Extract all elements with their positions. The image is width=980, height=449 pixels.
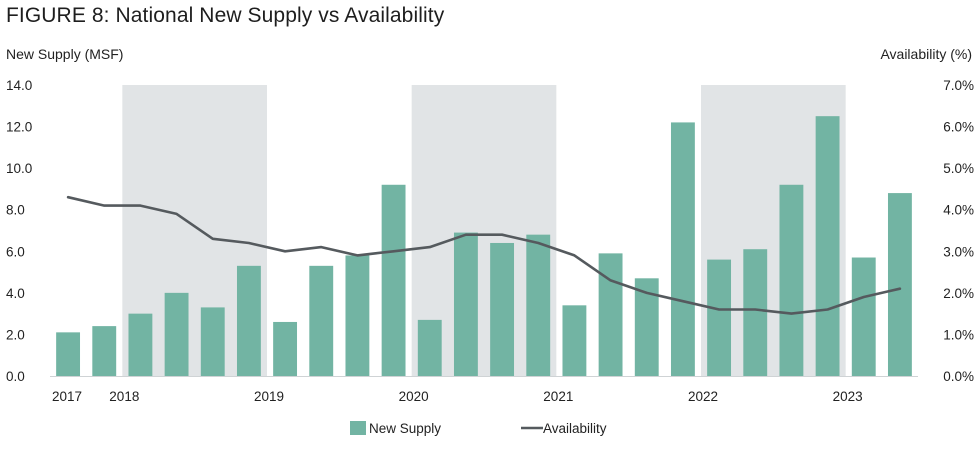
y-left-tick-label: 2.0	[6, 327, 25, 342]
y-right-tick-label: 0.0%	[943, 369, 974, 384]
bar-new-supply-4	[200, 307, 225, 376]
y-left-tick-label: 0.0	[6, 369, 25, 384]
bar-new-supply-14	[562, 305, 587, 376]
y-left-tick-label: 6.0	[6, 244, 25, 259]
y-left-tick-label: 4.0	[6, 286, 25, 301]
y-right-tick-label: 7.0%	[943, 78, 974, 93]
point-availability-19	[754, 308, 757, 311]
bar-new-supply-9	[381, 184, 406, 376]
point-availability-21	[826, 308, 829, 311]
bar-new-supply-20	[779, 184, 804, 376]
point-availability-5	[248, 242, 250, 244]
bar-new-supply-19	[743, 249, 768, 376]
y-right-tick-label: 6.0%	[943, 120, 974, 135]
bar-new-supply-16	[634, 278, 659, 376]
x-tick-label-2019: 2019	[254, 389, 284, 404]
point-availability-17	[682, 300, 684, 302]
y-left-tick-label: 12.0	[6, 120, 32, 135]
point-availability-1	[103, 204, 106, 207]
point-availability-13	[537, 242, 540, 244]
point-availability-15	[609, 279, 612, 282]
y-right-tick-label: 1.0%	[943, 327, 974, 342]
point-availability-12	[501, 233, 503, 236]
bar-new-supply-12	[490, 242, 515, 376]
legend-swatch-new-supply	[350, 421, 366, 435]
y-right-tick-label: 5.0%	[943, 161, 974, 176]
bar-new-supply-1	[92, 326, 117, 376]
point-availability-3	[175, 213, 178, 215]
x-tick-label-2022: 2022	[688, 389, 718, 404]
right-axis-title: Availability (%)	[880, 46, 972, 62]
left-axis-title: New Supply (MSF)	[6, 46, 124, 62]
bar-new-supply-8	[345, 255, 370, 376]
bar-new-supply-22	[851, 257, 876, 376]
point-availability-10	[428, 246, 431, 248]
point-availability-11	[465, 233, 467, 236]
bar-new-supply-5	[236, 265, 261, 376]
point-availability-18	[718, 308, 720, 311]
bar-new-supply-6	[273, 321, 298, 376]
point-availability-23	[899, 287, 901, 290]
y-left-tick-label: 14.0	[6, 78, 32, 93]
point-availability-9	[392, 250, 395, 253]
chart-title: FIGURE 8: National New Supply vs Availab…	[6, 4, 445, 27]
bar-new-supply-23	[887, 193, 912, 376]
y-right-tick-label: 3.0%	[943, 244, 974, 259]
point-availability-14	[573, 254, 576, 257]
x-tick-label-2017: 2017	[52, 389, 82, 404]
point-availability-20	[790, 312, 793, 315]
y-left-tick-label: 8.0	[6, 203, 25, 218]
point-availability-0	[67, 196, 69, 199]
point-availability-2	[139, 204, 142, 207]
line-availability	[66, 195, 902, 315]
bar-new-supply-3	[164, 292, 189, 376]
bar-new-supply-10	[417, 319, 442, 376]
y-right-tick-label: 2.0%	[943, 286, 974, 301]
x-tick-label-2018: 2018	[109, 389, 139, 404]
bar-new-supply-17	[670, 122, 695, 377]
y-left-tick-label: 10.0	[6, 161, 32, 176]
x-tick-label-2023: 2023	[833, 389, 863, 404]
x-tick-label-2021: 2021	[543, 389, 573, 404]
point-availability-4	[211, 238, 214, 240]
bar-new-supply-2	[128, 313, 153, 376]
bar-new-supply-13	[526, 234, 551, 376]
bar-new-supply-7	[309, 265, 334, 376]
y-right-tick-label: 4.0%	[943, 203, 974, 218]
point-availability-6	[284, 250, 286, 253]
bar-new-supply-18	[707, 259, 732, 376]
bar-new-supply-0	[56, 332, 81, 376]
legend-label-availability: Availability	[543, 421, 607, 436]
x-tick-label-2020: 2020	[399, 389, 429, 404]
bar-new-supply-11	[453, 232, 478, 376]
point-availability-7	[320, 246, 323, 248]
point-availability-16	[645, 292, 648, 294]
bar-new-supply-15	[598, 253, 623, 376]
legend-label-new-supply: New Supply	[369, 421, 441, 436]
point-availability-8	[356, 254, 359, 257]
point-availability-22	[862, 296, 865, 298]
bar-new-supply-21	[815, 116, 840, 376]
